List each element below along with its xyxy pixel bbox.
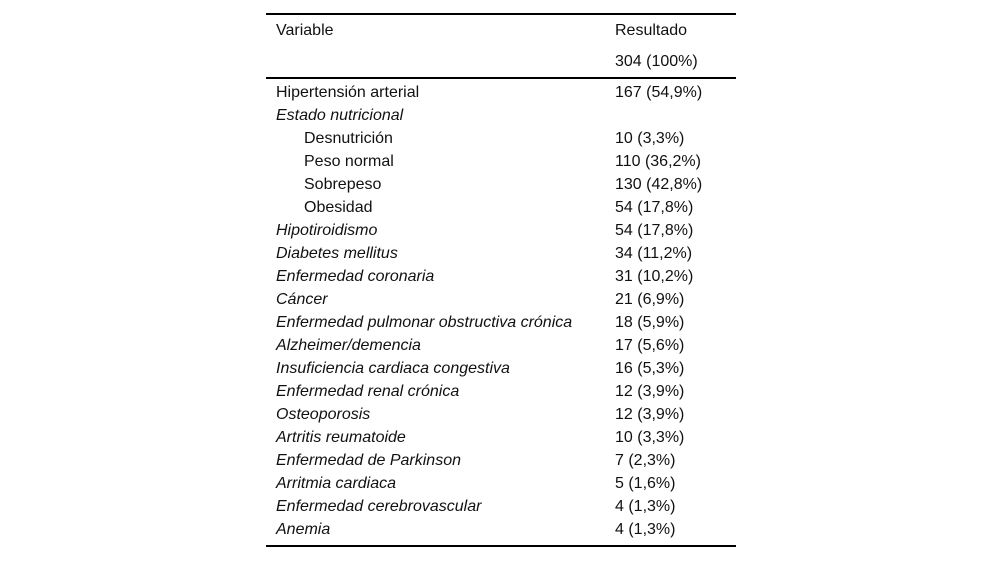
row-label: Alzheimer/demencia bbox=[276, 337, 421, 354]
table-row: Enfermedad pulmonar obstructiva crónica … bbox=[276, 311, 736, 334]
table-row: Insuficiencia cardiaca congestiva 16 (5,… bbox=[276, 357, 736, 380]
table-row: Alzheimer/demencia 17 (5,6%) bbox=[276, 334, 736, 357]
table-row: Peso normal 110 (36,2%) bbox=[276, 150, 736, 173]
row-value: 54 (17,8%) bbox=[615, 199, 694, 216]
table-row: Obesidad 54 (17,8%) bbox=[276, 196, 736, 219]
row-label: Enfermedad cerebrovascular bbox=[276, 498, 482, 515]
row-label: Sobrepeso bbox=[304, 176, 382, 193]
row-value: 17 (5,6%) bbox=[615, 337, 685, 354]
table-row: Diabetes mellitus 34 (11,2%) bbox=[276, 242, 736, 265]
table-row: Estado nutricional bbox=[276, 104, 736, 127]
row-value: 16 (5,3%) bbox=[615, 360, 685, 377]
table-header: Variable Resultado 304 (100%) bbox=[266, 15, 736, 79]
row-label: Enfermedad renal crónica bbox=[276, 383, 460, 400]
table-row: Arritmia cardiaca 5 (1,6%) bbox=[276, 472, 736, 495]
table-row: Desnutrición 10 (3,3%) bbox=[276, 127, 736, 150]
row-label: Cáncer bbox=[276, 291, 328, 308]
header-total-row: 304 (100%) bbox=[276, 46, 736, 77]
row-label: Artritis reumatoide bbox=[276, 429, 406, 446]
row-value bbox=[615, 104, 736, 127]
table-row: Osteoporosis 12 (3,9%) bbox=[276, 403, 736, 426]
results-table: Variable Resultado 304 (100%) Hipertensi… bbox=[266, 13, 736, 547]
row-label: Enfermedad pulmonar obstructiva crónica bbox=[276, 314, 573, 331]
table-row: Enfermedad de Parkinson 7 (2,3%) bbox=[276, 449, 736, 472]
table-row: Enfermedad coronaria 31 (10,2%) bbox=[276, 265, 736, 288]
row-value: 12 (3,9%) bbox=[615, 406, 685, 423]
row-value: 4 (1,3%) bbox=[615, 521, 676, 538]
row-value: 31 (10,2%) bbox=[615, 268, 694, 285]
table-row: Hipotiroidismo 54 (17,8%) bbox=[276, 219, 736, 242]
row-value: 54 (17,8%) bbox=[615, 222, 694, 239]
row-value: 10 (3,3%) bbox=[615, 429, 685, 446]
row-label: Estado nutricional bbox=[276, 107, 404, 124]
header-total-value: 304 (100%) bbox=[615, 53, 698, 70]
table-row: Anemia 4 (1,3%) bbox=[276, 518, 736, 541]
row-value: 12 (3,9%) bbox=[615, 383, 685, 400]
row-value: 130 (42,8%) bbox=[615, 176, 703, 193]
table-row: Cáncer 21 (6,9%) bbox=[276, 288, 736, 311]
row-label: Peso normal bbox=[304, 153, 394, 170]
row-value: 21 (6,9%) bbox=[615, 291, 685, 308]
header-total-spacer bbox=[276, 46, 615, 77]
table-body: Hipertensión arterial 167 (54,9%) Estado… bbox=[266, 79, 736, 545]
row-value: 34 (11,2%) bbox=[615, 245, 693, 262]
header-row: Variable Resultado bbox=[276, 15, 736, 46]
row-value: 7 (2,3%) bbox=[615, 452, 676, 469]
row-value: 5 (1,6%) bbox=[615, 475, 676, 492]
row-value: 10 (3,3%) bbox=[615, 130, 685, 147]
column-header-variable: Variable bbox=[276, 22, 334, 39]
row-value: 4 (1,3%) bbox=[615, 498, 676, 515]
row-value: 167 (54,9%) bbox=[615, 84, 703, 101]
table-row: Artritis reumatoide 10 (3,3%) bbox=[276, 426, 736, 449]
row-label: Obesidad bbox=[304, 199, 373, 216]
table-row: Enfermedad renal crónica 12 (3,9%) bbox=[276, 380, 736, 403]
table-row: Enfermedad cerebrovascular 4 (1,3%) bbox=[276, 495, 736, 518]
row-label: Desnutrición bbox=[304, 130, 393, 147]
row-label: Enfermedad coronaria bbox=[276, 268, 435, 285]
row-value: 18 (5,9%) bbox=[615, 314, 685, 331]
row-label: Osteoporosis bbox=[276, 406, 371, 423]
row-value: 110 (36,2%) bbox=[615, 153, 701, 170]
row-label: Hipertensión arterial bbox=[276, 84, 420, 101]
row-label: Anemia bbox=[276, 521, 331, 538]
table-row: Hipertensión arterial 167 (54,9%) bbox=[276, 81, 736, 104]
row-label: Enfermedad de Parkinson bbox=[276, 452, 461, 469]
row-label: Arritmia cardiaca bbox=[276, 475, 397, 492]
row-label: Insuficiencia cardiaca congestiva bbox=[276, 360, 510, 377]
table-row: Sobrepeso 130 (42,8%) bbox=[276, 173, 736, 196]
row-label: Diabetes mellitus bbox=[276, 245, 398, 262]
row-label: Hipotiroidismo bbox=[276, 222, 378, 239]
column-header-resultado: Resultado bbox=[615, 22, 688, 39]
